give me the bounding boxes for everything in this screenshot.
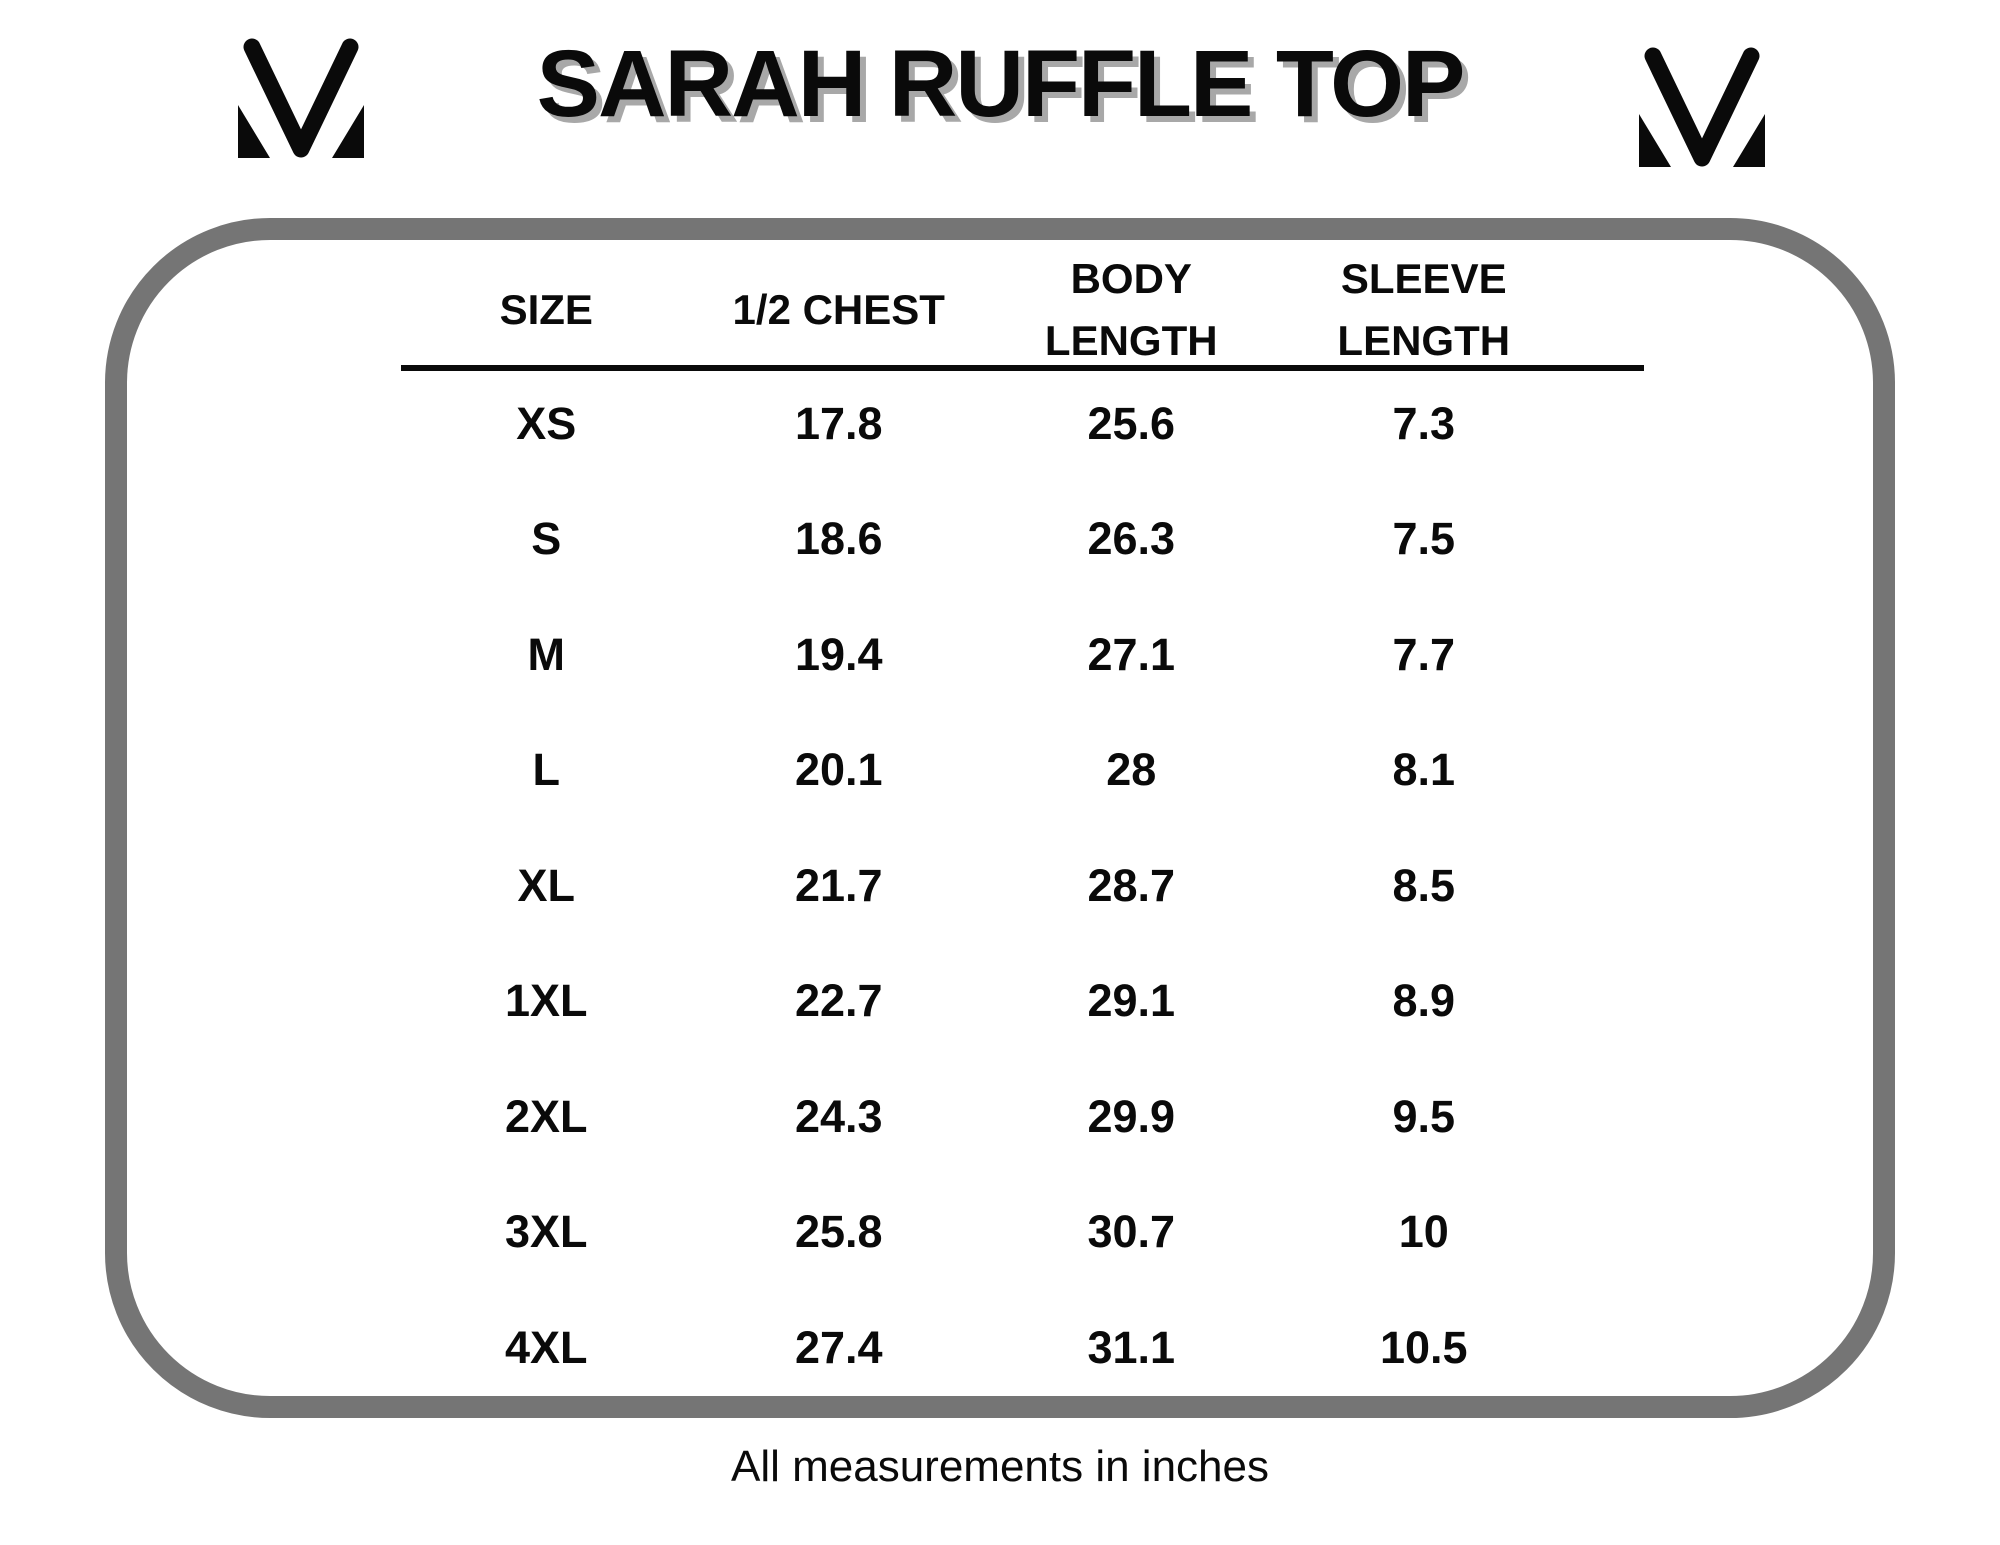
cell-size: 2XL [504,1090,588,1142]
cell-body-length: 28.7 [1087,859,1176,911]
column-header-body-length: BODY LENGTH [985,248,1278,372]
cell-size: S [531,513,562,565]
cell-half-chest: 24.3 [794,1090,883,1142]
cell-half-chest: 19.4 [794,628,883,680]
table-row: L 20.1 28 8.1 [400,713,1570,829]
header-divider-line [401,365,1644,371]
table-row: 1XL 22.7 29.1 8.9 [400,944,1570,1060]
column-header-label: BODY [1070,255,1192,302]
cell-sleeve-length: 10.5 [1379,1321,1468,1373]
column-header-label: LENGTH [1337,317,1511,364]
cell-body-length: 25.6 [1087,397,1176,449]
column-header-size: SIZE [400,279,693,341]
table-row: S 18.6 26.3 7.5 [400,482,1570,598]
table-row: M 19.4 27.1 7.7 [400,597,1570,713]
column-header-label: SIZE [499,286,593,333]
cell-size: XL [517,859,575,911]
cell-size: 3XL [504,1206,588,1258]
cell-half-chest: 17.8 [794,397,883,449]
table-row: XL 21.7 28.7 8.5 [400,828,1570,944]
cell-body-length: 26.3 [1087,513,1176,565]
table-row: 4XL 27.4 31.1 10.5 [400,1290,1570,1406]
cell-half-chest: 22.7 [794,975,883,1027]
cell-sleeve-length: 7.3 [1392,397,1456,449]
cell-size: M [527,628,566,680]
cell-half-chest: 27.4 [794,1321,883,1373]
cell-body-length: 27.1 [1087,628,1176,680]
column-header-label: SLEEVE [1340,255,1507,302]
column-header-label: LENGTH [1044,317,1218,364]
cell-sleeve-length: 8.1 [1392,744,1456,796]
cell-sleeve-length: 7.5 [1392,513,1456,565]
cell-body-length: 30.7 [1087,1206,1176,1258]
cell-body-length: 31.1 [1087,1321,1176,1373]
cell-half-chest: 25.8 [794,1206,883,1258]
page-title: SARAH RUFFLE TOP [536,31,1466,137]
cell-body-length: 29.1 [1087,975,1176,1027]
table-body: XS 17.8 25.6 7.3 S 18.6 26.3 7.5 M 19.4 … [400,366,1570,1406]
brand-monogram-icon [1637,47,1767,169]
cell-size: XS [516,397,577,449]
cell-half-chest: 18.6 [794,513,883,565]
cell-size: L [532,744,561,796]
cell-size: 1XL [504,975,588,1027]
table-header-row: SIZE 1/2 CHEST BODY LENGTH SLEEVE LENGTH [400,248,1570,364]
column-header-sleeve-length: SLEEVE LENGTH [1278,248,1571,372]
cell-body-length: 28 [1106,744,1157,796]
footer-note: All measurements in inches [730,1442,1269,1491]
column-header-half-chest: 1/2 CHEST [693,279,986,341]
cell-sleeve-length: 9.5 [1392,1090,1456,1142]
cell-size: 4XL [504,1321,588,1373]
table-row: XS 17.8 25.6 7.3 [400,366,1570,482]
size-table-panel [105,218,1895,1418]
cell-sleeve-length: 7.7 [1392,628,1456,680]
table-row: 2XL 24.3 29.9 9.5 [400,1059,1570,1175]
cell-sleeve-length: 8.9 [1392,975,1456,1027]
table-row: 3XL 25.8 30.7 10 [400,1175,1570,1291]
cell-half-chest: 20.1 [794,744,883,796]
column-header-label: 1/2 CHEST [732,286,945,333]
cell-sleeve-length: 10 [1398,1206,1449,1258]
cell-half-chest: 21.7 [794,859,883,911]
cell-body-length: 29.9 [1087,1090,1176,1142]
cell-sleeve-length: 8.5 [1392,859,1456,911]
